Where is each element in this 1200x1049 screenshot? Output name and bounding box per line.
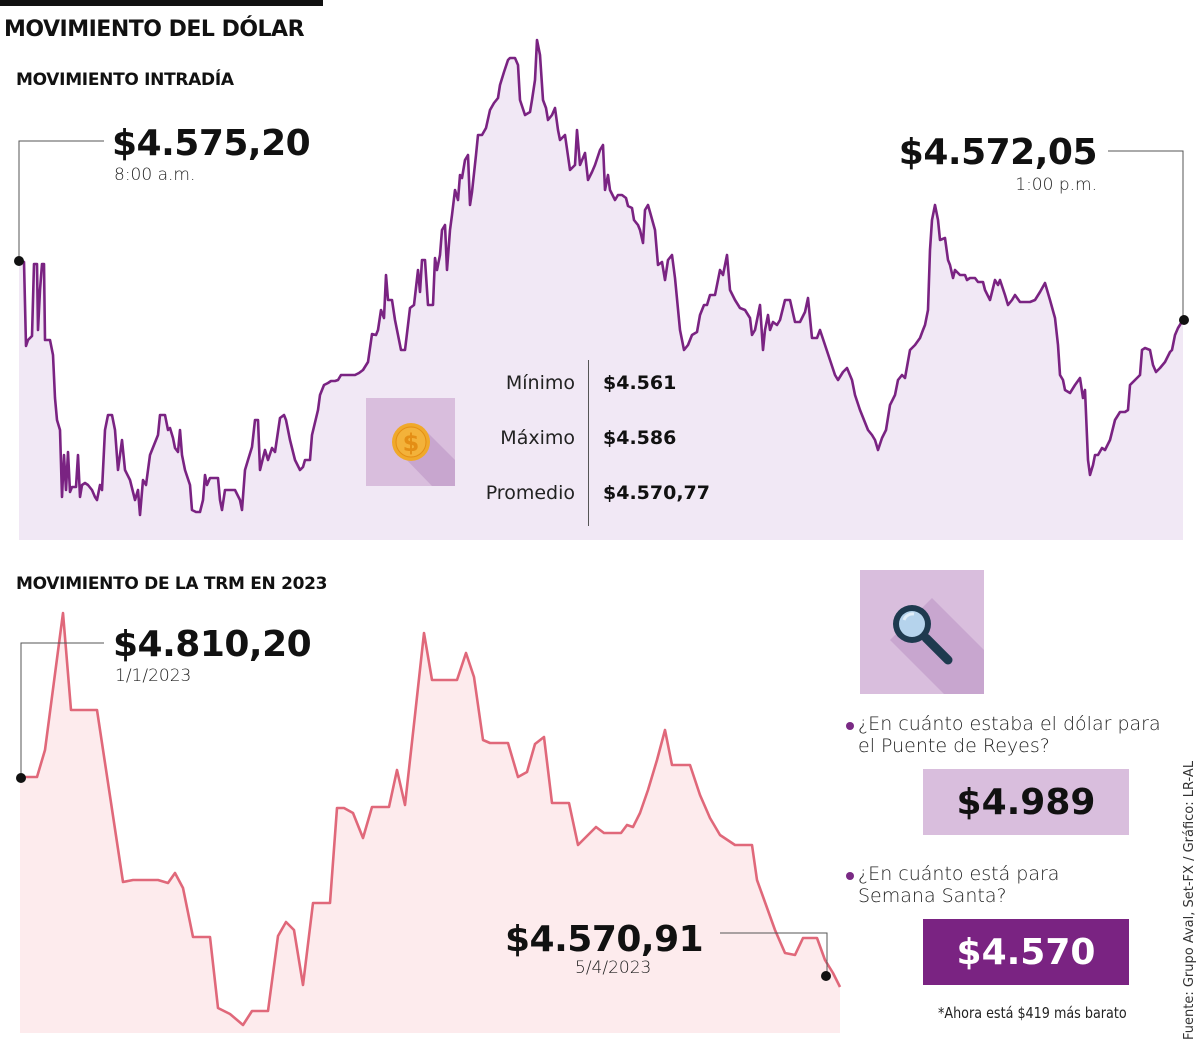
trm-start-leader	[20, 642, 104, 777]
intraday-start-value: $4.575,20	[112, 123, 311, 164]
stats-divider	[588, 360, 589, 526]
question-semana-santa: ¿En cuánto está para Semana Santa?	[846, 863, 1128, 908]
intraday-start-time: 8:00 a.m.	[114, 165, 196, 185]
trm-end-value: $4.570,91	[505, 919, 704, 960]
stat-value: $4.586	[603, 427, 677, 449]
start-point-marker	[14, 256, 24, 266]
intraday-title: MOVIMIENTO INTRADÍA	[16, 70, 234, 90]
bullet-icon	[846, 872, 854, 880]
intraday-area	[19, 40, 1183, 540]
stat-row-avg: Promedio $4.570,77	[440, 482, 740, 512]
trm-chart	[16, 611, 842, 1033]
top-rule	[0, 0, 323, 6]
magnifier-icon	[860, 570, 984, 694]
footnote: *Ahora está $419 más barato	[938, 1004, 1127, 1022]
intraday-chart	[14, 38, 1189, 540]
end-callout-leader	[1108, 150, 1184, 320]
stat-row-min: Mínimo $4.561	[440, 372, 740, 402]
trm-start-value: $4.810,20	[113, 624, 312, 665]
bullet-icon	[846, 722, 854, 730]
trm-end-date: 5/4/2023	[575, 958, 652, 978]
intraday-stats: Mínimo $4.561 Máximo $4.586 Promedio $4.…	[440, 360, 740, 530]
stat-value: $4.561	[603, 372, 677, 394]
trm-end-leader	[720, 932, 828, 975]
trm-title: MOVIMIENTO DE LA TRM EN 2023	[16, 574, 328, 594]
coin-dollar-icon: $	[366, 398, 455, 486]
source-credit: Fuente: Grupo Aval, Set-FX / Gráfico: LR…	[1182, 760, 1197, 1040]
semana-santa-price-box: $4.570	[923, 919, 1129, 985]
intraday-end-value: $4.572,05	[898, 132, 1098, 173]
reyes-price-box: $4.989	[923, 769, 1129, 835]
trm-end-marker	[821, 971, 831, 981]
intraday-line	[18, 38, 1185, 517]
page-title: MOVIMIENTO DEL DÓLAR	[4, 17, 305, 42]
stat-label: Promedio	[485, 482, 575, 504]
question-reyes: ¿En cuánto estaba el dólar para el Puent…	[846, 713, 1168, 758]
stat-value: $4.570,77	[603, 482, 710, 504]
end-point-marker	[1179, 315, 1189, 325]
intraday-end-time: 1:00 p.m.	[1015, 175, 1097, 195]
trm-area	[20, 613, 840, 1033]
stat-label: Máximo	[500, 427, 575, 449]
question-text: ¿En cuánto estaba el dólar para el Puent…	[858, 713, 1161, 757]
trm-start-date: 1/1/2023	[115, 666, 192, 686]
question-text: ¿En cuánto está para Semana Santa?	[858, 863, 1060, 907]
stat-row-max: Máximo $4.586	[440, 427, 740, 457]
stat-label: Mínimo	[505, 372, 575, 394]
svg-text:$: $	[403, 429, 420, 457]
trm-line	[20, 611, 842, 1027]
start-callout-leader	[18, 140, 104, 260]
trm-start-marker	[16, 773, 26, 783]
